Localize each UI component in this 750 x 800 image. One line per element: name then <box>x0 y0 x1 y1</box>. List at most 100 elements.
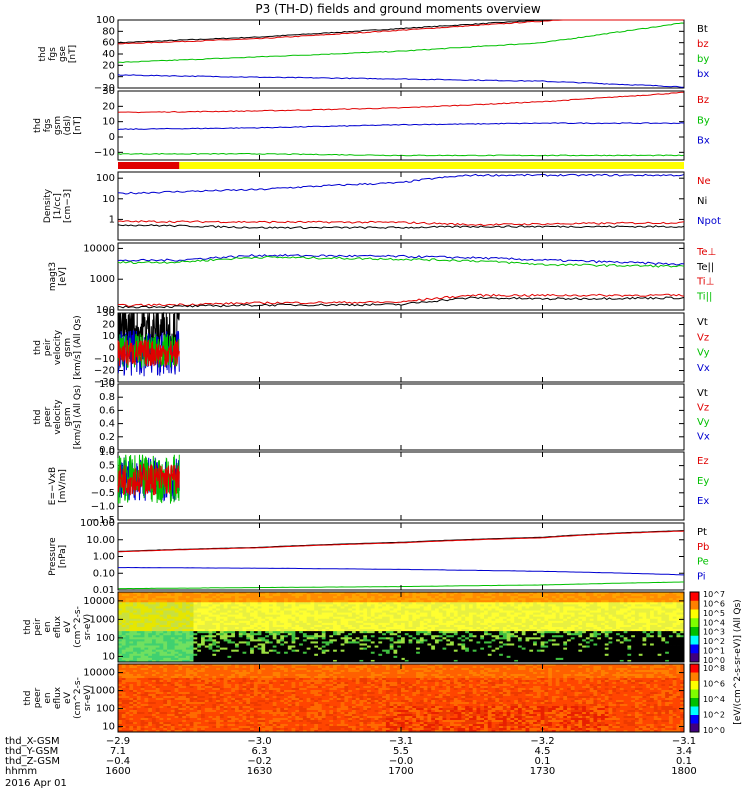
x-tick-value: 5.5 <box>393 746 409 757</box>
legend-entry: Te⊥ <box>696 247 716 258</box>
y-tick-label: 10 <box>102 331 115 342</box>
y-axis-label: eflux <box>53 686 63 709</box>
mode-segment-1 <box>179 162 685 169</box>
y-axis-label: velocity <box>53 399 63 435</box>
legend-entry: bx <box>697 69 709 80</box>
legend-entry: Pe <box>697 557 709 568</box>
y-tick-label: 10000 <box>83 668 115 679</box>
legend-entry: Ey <box>697 476 709 487</box>
panel-frame <box>117 242 685 311</box>
legend-entry: Pb <box>697 542 709 553</box>
colorbar-0 <box>689 591 700 663</box>
x-tick-value: 0.1 <box>676 756 692 767</box>
colorbar-label: 10^6 <box>703 680 725 689</box>
x-tick-value: −0.2 <box>247 756 271 767</box>
y-axis-label: eV <box>63 620 73 633</box>
panel-pressure: 100.00 10.00 1.00 0.10 0.01 Pressure [nPa] Pt Pb… <box>48 518 709 596</box>
legend-entry: Ez <box>697 456 709 467</box>
y-tick-label: 0 <box>109 72 115 83</box>
y-tick-label: 100 <box>96 15 115 26</box>
legend-entry: Vx <box>697 432 710 443</box>
y-tick-label: 20 <box>102 101 115 112</box>
y-axis-label: peer <box>43 406 53 427</box>
panel-frame <box>117 522 685 591</box>
y-axis-label: peer <box>33 687 43 708</box>
series-line-Pe <box>118 566 684 576</box>
y-axis-label: Density <box>43 188 53 223</box>
y-tick-label: 1.00 <box>93 552 115 563</box>
y-axis-label: eflux <box>53 615 63 638</box>
series-line-By <box>117 122 685 131</box>
y-tick-label: 20 <box>102 320 115 331</box>
y-tick-label: −1.5 <box>91 515 115 526</box>
y-axis-label: (cm^2-s- <box>73 677 83 719</box>
y-tick-label: −10 <box>94 354 115 365</box>
y-axis-label: sr-eV) <box>83 614 93 640</box>
legend-entry: Vx <box>697 363 710 374</box>
y-axis-label: gsm <box>53 116 63 135</box>
y-axis-label: fgs <box>43 118 53 132</box>
y-axis-label: eV <box>63 691 73 704</box>
y-tick-label: 0.4 <box>99 419 115 430</box>
mode-segment-0 <box>118 162 180 169</box>
y-tick-label: 10 <box>102 651 115 662</box>
y-tick-label: 0.10 <box>93 568 115 579</box>
y-tick-label: 0.01 <box>93 585 115 596</box>
y-axis-label: magt3 <box>48 262 58 291</box>
panel-frame <box>117 312 685 383</box>
chart-title: P3 (TH-D) fields and ground moments over… <box>255 2 540 16</box>
colorbar-1 <box>689 663 700 733</box>
series-line-by <box>117 22 685 64</box>
x-tick-value: −3.2 <box>530 736 554 747</box>
y-tick-label: 1000 <box>90 686 115 697</box>
y-tick-label: 60 <box>102 38 115 49</box>
y-axis-label: thd <box>33 340 43 355</box>
y-tick-label: 100 <box>96 704 115 715</box>
series-line-Te|| <box>117 255 685 268</box>
y-tick-label: 10000 <box>83 243 115 254</box>
colorbar-label: 10^2 <box>703 711 725 720</box>
panel-frame <box>117 90 685 161</box>
y-axis-label: peir <box>33 618 43 636</box>
y-axis-label: [nPa] <box>58 545 68 568</box>
colorbar-label: 10^4 <box>703 618 725 627</box>
x-tick-value: −2.9 <box>106 736 130 747</box>
panel-frame <box>117 451 685 521</box>
y-tick-label: 30 <box>102 308 115 319</box>
y-axis-label: [eV] <box>58 267 68 286</box>
x-tick-value: 1800 <box>671 766 696 777</box>
y-tick-label: 100 <box>96 173 115 184</box>
x-row-label: thd_Y-GSM <box>5 746 58 757</box>
panel-mode_bar <box>118 162 685 169</box>
y-tick-label: 1 <box>109 214 115 225</box>
y-axis-label: thd <box>33 118 43 133</box>
colorbar-label: 10^7 <box>703 590 725 599</box>
legend-entry: Ti|| <box>696 291 712 302</box>
legend-entry: Te|| <box>696 262 714 273</box>
y-axis-label: (cm^2-s- <box>73 606 83 648</box>
panel-efield: 1.0 0.5 0.0 −0.5 −1.0 −1.5 E=−VxB [mV/m] Ez Ey Ex <box>48 447 709 526</box>
x-tick-value: −3.0 <box>247 736 271 747</box>
y-tick-label: −20 <box>94 83 115 94</box>
legend-entry: Ti⊥ <box>696 277 714 288</box>
y-axis-label: gsm <box>63 338 73 357</box>
y-axis-label: sr-eV) <box>83 685 93 711</box>
legend-entry: By <box>697 115 710 126</box>
y-axis-label: fgs <box>48 47 58 61</box>
legend-entry: Ni <box>697 196 707 207</box>
legend-entry: Pi <box>697 571 706 582</box>
series-line-Te⊥ <box>117 253 685 266</box>
y-tick-label: 80 <box>102 26 115 37</box>
legend-entry: Ex <box>697 496 709 507</box>
panel-density: 100 10 1 Density [1/cc] [cm−3] Ne Ni Npot <box>43 171 721 241</box>
legend-entry: Bx <box>697 136 710 147</box>
legend-entry: Ne <box>697 176 711 187</box>
x-tick-value: −0.0 <box>389 756 413 767</box>
series-line-Ne <box>117 173 685 195</box>
y-tick-label: 0.5 <box>99 461 115 472</box>
colorbar-title: [eV/(cm^2-s-sr-eV)] (All Qs) <box>733 599 743 724</box>
colorbar-label: 10^8 <box>703 664 725 673</box>
legend-entry: Vy <box>697 417 710 428</box>
y-tick-label: −1.0 <box>91 501 115 512</box>
